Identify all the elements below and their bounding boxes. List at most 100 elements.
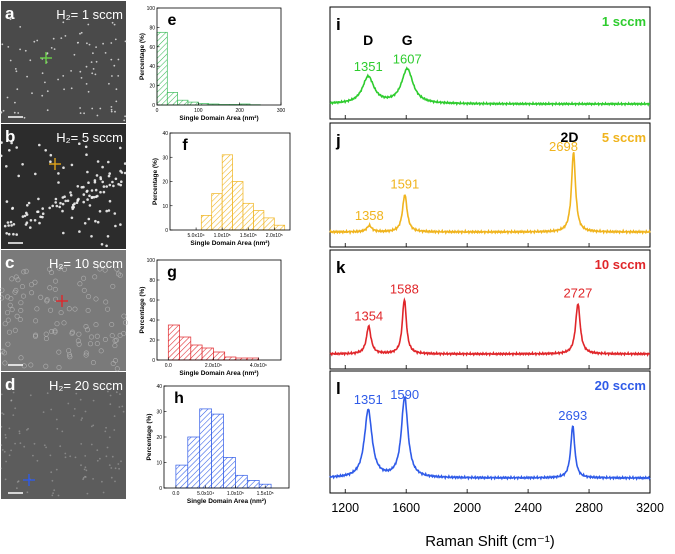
x-tick-label: 0.0 xyxy=(172,491,179,497)
histogram-bar xyxy=(200,215,213,231)
x-axis-label: Single Domain Area (nm²) xyxy=(179,370,258,377)
sem-grain xyxy=(54,197,58,201)
sem-grain xyxy=(15,70,18,73)
sem-grain xyxy=(122,410,125,413)
sem-grain xyxy=(45,446,47,449)
sem-grain xyxy=(80,186,84,189)
sem-grain xyxy=(70,163,74,167)
histogram-bar xyxy=(213,351,226,361)
x-tick-label: 1.0x10⁵ xyxy=(227,491,244,497)
sem-grain xyxy=(92,68,95,70)
sem-grain xyxy=(100,243,104,246)
sem-grain xyxy=(18,300,24,306)
spectrum-line-10-sccm xyxy=(329,297,651,357)
sem-grain xyxy=(70,70,72,72)
sem-grain xyxy=(2,109,5,112)
sem-grain xyxy=(108,436,111,439)
sem-grain xyxy=(26,429,28,431)
sem-grain xyxy=(69,193,73,197)
histogram-bar xyxy=(187,436,201,489)
sem-grain xyxy=(0,141,3,144)
panel-letter: k xyxy=(336,258,346,277)
sem-grain xyxy=(34,172,37,176)
sem-grain xyxy=(73,53,76,56)
y-tick-label: 10 xyxy=(162,204,168,210)
panel-letter: j xyxy=(335,131,341,150)
y-tick-label: 0 xyxy=(152,103,155,109)
sem-grain xyxy=(75,338,81,344)
sem-grain xyxy=(52,286,58,292)
sem-grain xyxy=(62,75,65,77)
sem-grain xyxy=(1,43,4,46)
sem-grain xyxy=(113,337,119,343)
sem-grain xyxy=(12,414,15,416)
sem-grain xyxy=(62,21,65,24)
sem-grain xyxy=(109,394,112,397)
panel-letter: f xyxy=(182,137,188,154)
sem-grain xyxy=(27,427,29,430)
histogram-bar xyxy=(187,101,199,106)
sem-grain xyxy=(108,82,110,85)
sem-grain xyxy=(43,444,46,447)
sem-grain xyxy=(99,190,102,194)
sem-grain xyxy=(83,468,86,471)
sem-grain xyxy=(106,446,109,449)
sem-grain xyxy=(96,449,99,452)
sem-grain xyxy=(76,331,82,337)
sem-grain xyxy=(46,90,49,93)
sem-grain xyxy=(111,180,114,184)
sem-grain xyxy=(119,223,122,226)
sem-grain xyxy=(87,23,90,26)
raman-panel-l: l 20 sccm 1351 1590 2693 xyxy=(329,370,651,494)
sem-grain xyxy=(0,287,5,293)
sem-background xyxy=(1,1,126,123)
sem-grain xyxy=(110,476,113,479)
raman-panel-k: k 10 sccm 1354 1588 2727 xyxy=(329,249,651,370)
sem-grain xyxy=(55,468,58,471)
sem-grain xyxy=(7,224,10,227)
sem-grain xyxy=(112,358,118,364)
peak-label: 1351 xyxy=(354,392,383,407)
sem-grain xyxy=(108,464,111,466)
sem-grain xyxy=(12,391,15,394)
peak-label: 1590 xyxy=(390,387,419,402)
sem-grain xyxy=(5,341,11,347)
sem-grain xyxy=(70,329,76,335)
sem-grain xyxy=(86,198,89,201)
sem-grain xyxy=(94,341,100,347)
sem-grain xyxy=(5,232,8,235)
sem-grain xyxy=(85,469,88,472)
sem-grain xyxy=(63,88,65,91)
sem-grain xyxy=(0,154,3,158)
sem-grain xyxy=(99,176,102,179)
histogram-bar xyxy=(190,344,203,361)
x-tick-label: 200 xyxy=(235,108,244,114)
sem-grain xyxy=(96,459,99,462)
sem-grain xyxy=(61,266,67,272)
histogram-bar xyxy=(273,224,286,231)
sem-grain xyxy=(12,232,15,236)
sem-grain xyxy=(114,110,116,113)
sem-grain xyxy=(2,360,8,366)
sem-grain xyxy=(43,363,49,369)
sem-grain xyxy=(73,408,76,410)
y-tick-label: 60 xyxy=(149,298,155,304)
sem-grain xyxy=(67,354,73,360)
sem-grain xyxy=(11,207,14,210)
sem-grain xyxy=(116,271,122,277)
sem-grain xyxy=(105,185,108,188)
y-tick-label: 30 xyxy=(162,155,168,161)
sem-grain xyxy=(55,418,58,421)
sem-grain xyxy=(17,480,20,483)
y-tick-label: 100 xyxy=(147,258,156,264)
peak-label: 1607 xyxy=(393,51,422,66)
x-tick-label: 2000 xyxy=(453,501,481,515)
sem-grain xyxy=(56,364,62,370)
sem-grain xyxy=(14,101,16,104)
sem-grain xyxy=(92,52,94,55)
sem-grain xyxy=(110,42,113,44)
sem-grain xyxy=(6,96,9,99)
sem-grain xyxy=(85,327,91,333)
x-tick-label: 1.5x10⁵ xyxy=(240,233,257,239)
sem-condition-label: H₂= 20 sccm xyxy=(49,378,123,393)
